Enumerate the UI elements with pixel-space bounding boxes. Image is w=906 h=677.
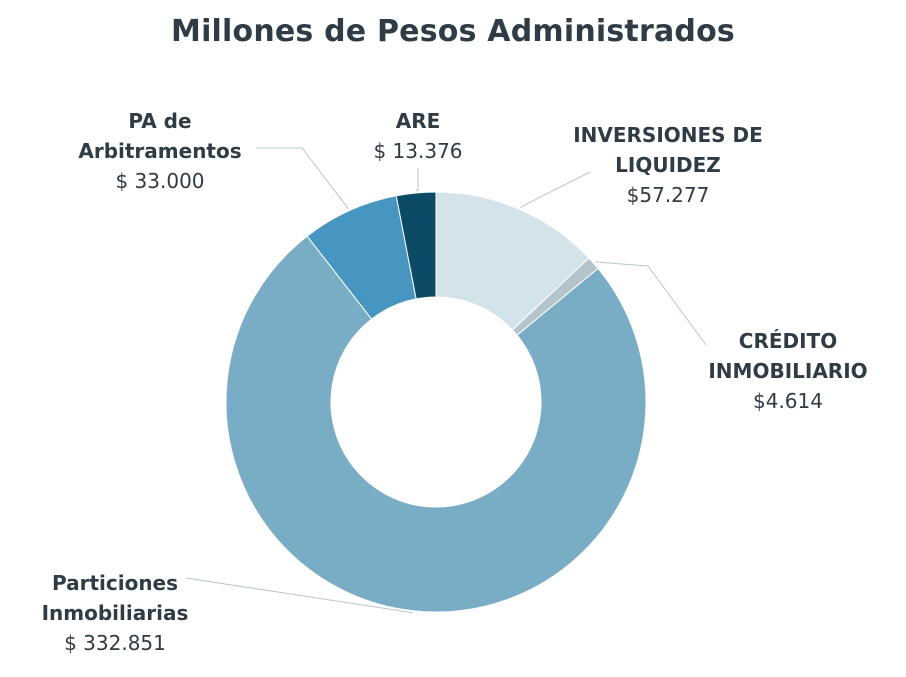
leader-line-particiones [185, 577, 413, 614]
slice-are [395, 191, 437, 300]
leader-line-pa-arbitramentos [256, 147, 349, 210]
leader-line-credito [595, 261, 707, 346]
slice-label-particiones: Particiones Inmobiliarias $ 332.851 [20, 568, 210, 658]
slice-particiones [225, 235, 647, 613]
chart-title: Millones de Pesos Administrados [171, 14, 735, 49]
slice-value: $ 33.000 [115, 169, 205, 193]
slice-name: INVERSIONES DE LIQUIDEZ [573, 123, 763, 177]
slice-label-credito: CRÉDITO INMOBILIARIO $4.614 [688, 326, 888, 416]
slice-label-pa-arbitramentos: PA de Arbitramentos $ 33.000 [60, 106, 260, 196]
slice-name: PA de Arbitramentos [78, 109, 242, 163]
slice-name: Particiones Inmobiliarias [41, 571, 189, 625]
slice-value: $57.277 [626, 183, 710, 207]
slice-label-inversiones: INVERSIONES DE LIQUIDEZ $57.277 [548, 120, 788, 210]
slice-value: $ 332.851 [64, 631, 166, 655]
slice-label-are: ARE $ 13.376 [348, 106, 488, 166]
slice-name: ARE [395, 109, 441, 133]
leader-line-inversiones [519, 171, 591, 208]
leader-line-are [415, 168, 419, 192]
slice-name: CRÉDITO INMOBILIARIO [708, 329, 868, 383]
slice-value: $ 13.376 [373, 139, 463, 163]
slice-value: $4.614 [753, 389, 823, 413]
